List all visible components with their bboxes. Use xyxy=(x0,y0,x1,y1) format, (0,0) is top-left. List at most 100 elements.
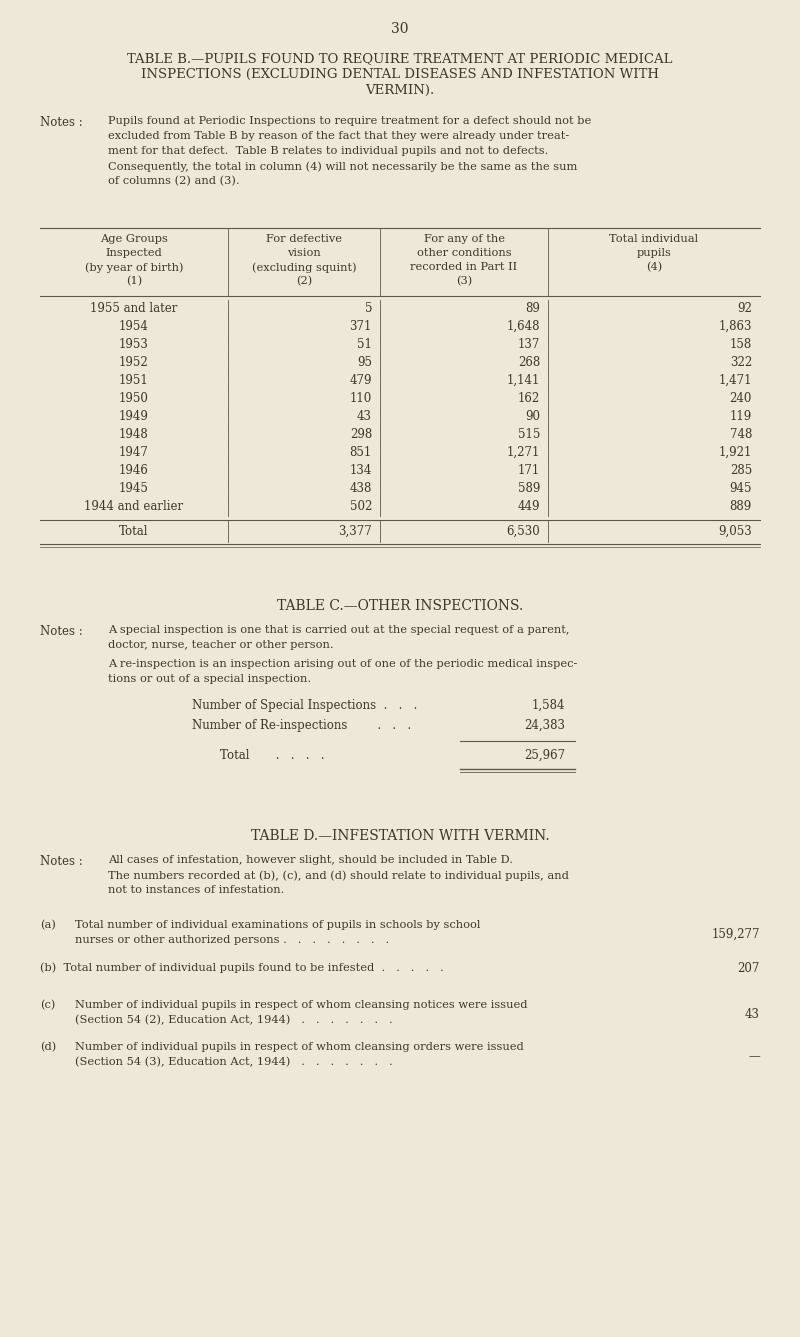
Text: 43: 43 xyxy=(357,410,372,422)
Text: 1,921: 1,921 xyxy=(718,447,752,459)
Text: A re-inspection is an inspection arising out of one of the periodic medical insp: A re-inspection is an inspection arising… xyxy=(108,659,578,668)
Text: 889: 889 xyxy=(730,500,752,513)
Text: 449: 449 xyxy=(518,500,540,513)
Text: 438: 438 xyxy=(350,483,372,495)
Text: 515: 515 xyxy=(518,428,540,441)
Text: (excluding squint): (excluding squint) xyxy=(252,262,356,273)
Text: (b)  Total number of individual pupils found to be infested  .   .   .   .   .: (b) Total number of individual pupils fo… xyxy=(40,963,444,972)
Text: other conditions: other conditions xyxy=(417,247,511,258)
Text: 9,053: 9,053 xyxy=(718,525,752,537)
Text: 1,471: 1,471 xyxy=(718,374,752,386)
Text: 1954: 1954 xyxy=(119,320,149,333)
Text: 1945: 1945 xyxy=(119,483,149,495)
Text: 748: 748 xyxy=(730,428,752,441)
Text: (Section 54 (2), Education Act, 1944)   .   .   .   .   .   .   .: (Section 54 (2), Education Act, 1944) . … xyxy=(75,1015,393,1025)
Text: 89: 89 xyxy=(525,302,540,316)
Text: 1944 and earlier: 1944 and earlier xyxy=(85,500,183,513)
Text: 1946: 1946 xyxy=(119,464,149,477)
Text: (by year of birth): (by year of birth) xyxy=(85,262,183,273)
Text: 322: 322 xyxy=(730,356,752,369)
Text: 6,530: 6,530 xyxy=(506,525,540,537)
Text: 171: 171 xyxy=(518,464,540,477)
Text: excluded from Table B by reason of the fact that they were already under treat-: excluded from Table B by reason of the f… xyxy=(108,131,570,140)
Text: TABLE D.—INFESTATION WITH VERMIN.: TABLE D.—INFESTATION WITH VERMIN. xyxy=(250,829,550,844)
Text: (3): (3) xyxy=(456,275,472,286)
Text: TABLE C.—OTHER INSPECTIONS.: TABLE C.—OTHER INSPECTIONS. xyxy=(277,599,523,612)
Text: (Section 54 (3), Education Act, 1944)   .   .   .   .   .   .   .: (Section 54 (3), Education Act, 1944) . … xyxy=(75,1058,393,1067)
Text: 90: 90 xyxy=(525,410,540,422)
Text: Total number of individual examinations of pupils in schools by school: Total number of individual examinations … xyxy=(75,920,480,931)
Text: 1955 and later: 1955 and later xyxy=(90,302,178,316)
Text: 159,277: 159,277 xyxy=(711,928,760,941)
Text: 479: 479 xyxy=(350,374,372,386)
Text: A special inspection is one that is carried out at the special request of a pare: A special inspection is one that is carr… xyxy=(108,624,570,635)
Text: 162: 162 xyxy=(518,392,540,405)
Text: All cases of infestation, however slight, should be included in Table D.: All cases of infestation, however slight… xyxy=(108,854,513,865)
Text: 1948: 1948 xyxy=(119,428,149,441)
Text: VERMIN).: VERMIN). xyxy=(366,84,434,98)
Text: 371: 371 xyxy=(350,320,372,333)
Text: 285: 285 xyxy=(730,464,752,477)
Text: Total: Total xyxy=(119,525,149,537)
Text: 1949: 1949 xyxy=(119,410,149,422)
Text: Number of individual pupils in respect of whom cleansing notices were issued: Number of individual pupils in respect o… xyxy=(75,1000,527,1009)
Text: 24,383: 24,383 xyxy=(524,719,565,731)
Text: 298: 298 xyxy=(350,428,372,441)
Text: For defective: For defective xyxy=(266,234,342,243)
Text: 945: 945 xyxy=(730,483,752,495)
Text: 110: 110 xyxy=(350,392,372,405)
Text: 1,271: 1,271 xyxy=(506,447,540,459)
Text: 1,584: 1,584 xyxy=(531,699,565,713)
Text: 589: 589 xyxy=(518,483,540,495)
Text: (c): (c) xyxy=(40,1000,55,1011)
Text: Consequently, the total in column (4) will not necessarily be the same as the su: Consequently, the total in column (4) wi… xyxy=(108,160,578,171)
Text: 207: 207 xyxy=(738,963,760,975)
Text: —: — xyxy=(748,1050,760,1063)
Text: 43: 43 xyxy=(745,1008,760,1021)
Text: 1,141: 1,141 xyxy=(506,374,540,386)
Text: 1952: 1952 xyxy=(119,356,149,369)
Text: 1950: 1950 xyxy=(119,392,149,405)
Text: 1,863: 1,863 xyxy=(718,320,752,333)
Text: 502: 502 xyxy=(350,500,372,513)
Text: Number of Re-inspections        .   .   .: Number of Re-inspections . . . xyxy=(192,719,411,731)
Text: of columns (2) and (3).: of columns (2) and (3). xyxy=(108,176,240,186)
Text: INSPECTIONS (EXCLUDING DENTAL DISEASES AND INFESTATION WITH: INSPECTIONS (EXCLUDING DENTAL DISEASES A… xyxy=(141,68,659,82)
Text: (4): (4) xyxy=(646,262,662,273)
Text: recorded in Part II: recorded in Part II xyxy=(410,262,518,271)
Text: Total       .   .   .   .: Total . . . . xyxy=(220,749,325,762)
Text: The numbers recorded at (b), (c), and (d) should relate to individual pupils, an: The numbers recorded at (b), (c), and (d… xyxy=(108,870,569,881)
Text: Inspected: Inspected xyxy=(106,247,162,258)
Text: (1): (1) xyxy=(126,275,142,286)
Text: Age Groups: Age Groups xyxy=(100,234,168,243)
Text: 1947: 1947 xyxy=(119,447,149,459)
Text: 851: 851 xyxy=(350,447,372,459)
Text: not to instances of infestation.: not to instances of infestation. xyxy=(108,885,284,894)
Text: 1,648: 1,648 xyxy=(506,320,540,333)
Text: TABLE B.—PUPILS FOUND TO REQUIRE TREATMENT AT PERIODIC MEDICAL: TABLE B.—PUPILS FOUND TO REQUIRE TREATME… xyxy=(127,52,673,66)
Text: vision: vision xyxy=(287,247,321,258)
Text: 119: 119 xyxy=(730,410,752,422)
Text: 158: 158 xyxy=(730,338,752,352)
Text: 5: 5 xyxy=(365,302,372,316)
Text: tions or out of a special inspection.: tions or out of a special inspection. xyxy=(108,674,311,685)
Text: 30: 30 xyxy=(391,21,409,36)
Text: 268: 268 xyxy=(518,356,540,369)
Text: Number of Special Inspections  .   .   .: Number of Special Inspections . . . xyxy=(192,699,418,713)
Text: 51: 51 xyxy=(357,338,372,352)
Text: doctor, nurse, teacher or other person.: doctor, nurse, teacher or other person. xyxy=(108,640,334,650)
Text: Notes :: Notes : xyxy=(40,624,82,638)
Text: pupils: pupils xyxy=(637,247,671,258)
Text: Notes :: Notes : xyxy=(40,116,82,128)
Text: 240: 240 xyxy=(730,392,752,405)
Text: (2): (2) xyxy=(296,275,312,286)
Text: ment for that defect.  Table B relates to individual pupils and not to defects.: ment for that defect. Table B relates to… xyxy=(108,146,548,156)
Text: (d): (d) xyxy=(40,1042,56,1052)
Text: Pupils found at Periodic Inspections to require treatment for a defect should no: Pupils found at Periodic Inspections to … xyxy=(108,116,591,126)
Text: Number of individual pupils in respect of whom cleansing orders were issued: Number of individual pupils in respect o… xyxy=(75,1042,524,1052)
Text: nurses or other authorized persons .   .   .   .   .   .   .   .: nurses or other authorized persons . . .… xyxy=(75,935,390,945)
Text: 25,967: 25,967 xyxy=(524,749,565,762)
Text: (a): (a) xyxy=(40,920,56,931)
Text: 3,377: 3,377 xyxy=(338,525,372,537)
Text: 92: 92 xyxy=(737,302,752,316)
